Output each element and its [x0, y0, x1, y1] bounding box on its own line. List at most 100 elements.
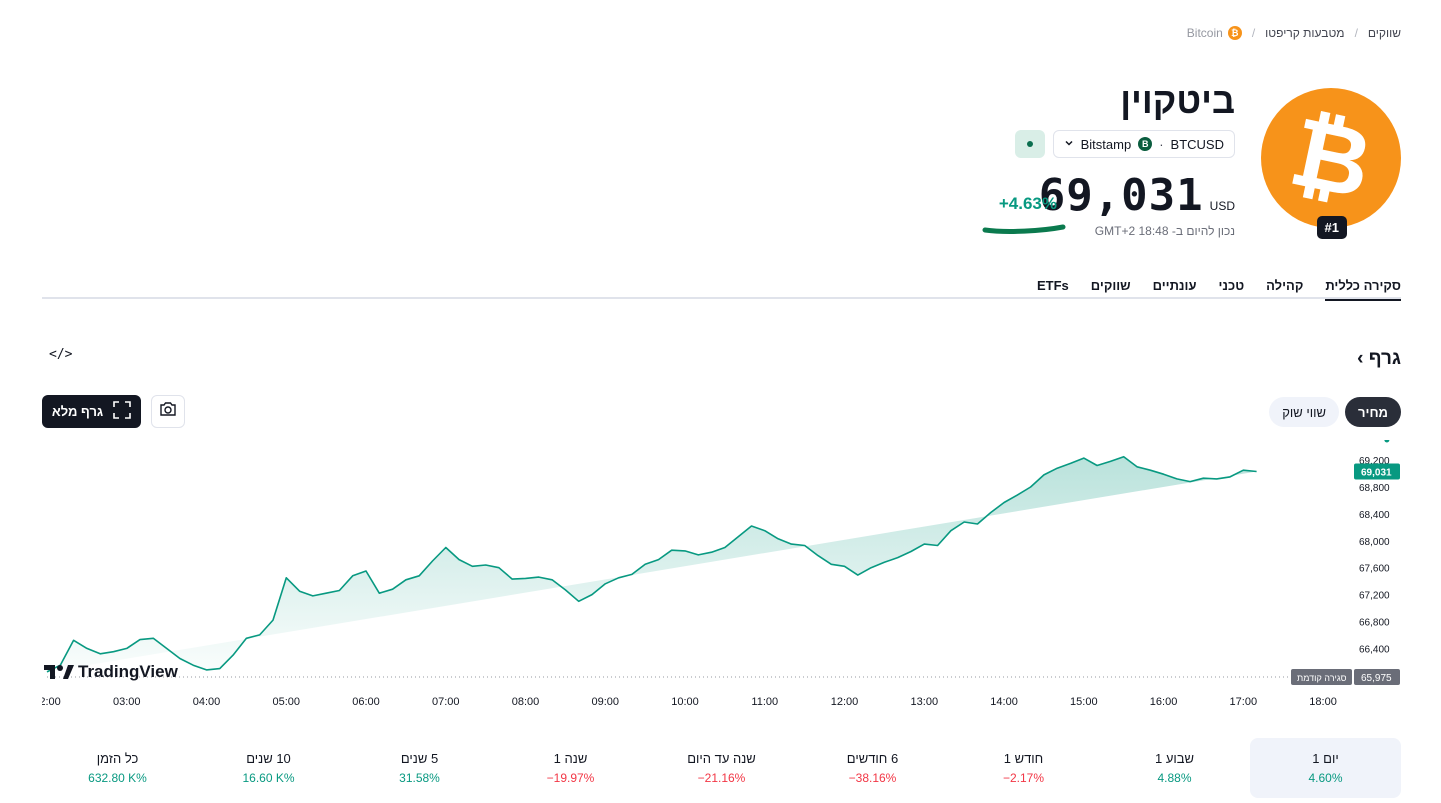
breadcrumb-separator: / [1251, 26, 1256, 40]
tabs-divider [42, 297, 1401, 299]
last-price-badge [1354, 463, 1400, 480]
period-value: 4.60% [1308, 771, 1343, 785]
period-label: 10 שנים [246, 751, 291, 766]
chevron-right-icon: › [1357, 348, 1364, 369]
embed-code-button[interactable]: </> [49, 347, 73, 362]
y-tick-label: 67,200 [1359, 591, 1390, 602]
exchange-label: Bitstamp [1080, 136, 1132, 152]
y-tick-label: 68,800 [1359, 483, 1390, 494]
x-tick-label: 11:00 [751, 696, 778, 708]
y-tick-label: 68,400 [1359, 510, 1390, 521]
period-label: שנה 1 [553, 751, 588, 766]
period-item[interactable]: יום 1 4.60% [1250, 738, 1401, 798]
symbol-exchange-select[interactable]: BTCUSD · B Bitstamp [1052, 130, 1235, 158]
period-label: 6 חודשים [846, 751, 899, 766]
dot-separator: · [1159, 136, 1164, 152]
camera-icon [159, 401, 177, 422]
highlight-underline [982, 224, 1066, 234]
full-chart-button[interactable]: גרף מלא [42, 395, 141, 428]
chart-section-title-text: גרף [1368, 348, 1401, 369]
period-item[interactable]: 10 שנים 16.60 K% [193, 738, 344, 798]
x-tick-label: 04:00 [193, 696, 221, 708]
period-item[interactable]: 6 חודשים −38.16% [797, 738, 948, 798]
period-label: חודש 1 [1003, 751, 1044, 766]
y-tick-label: 69,200 [1359, 456, 1390, 467]
period-item[interactable]: שנה 1 −19.97% [495, 738, 646, 798]
price-timestamp: נכון להיום ב- 18:48 GMT+2 [1094, 224, 1235, 238]
page-title: ביטקוין [1120, 80, 1235, 121]
bitcoin-logo-glyph: ₿ [1281, 95, 1381, 221]
section-tabs: סקירה כללית קהילה טכני עונתיים שווקים ET… [1037, 278, 1401, 301]
x-tick-label: 12:00 [831, 696, 859, 708]
last-price-label: 69,031 [1361, 467, 1392, 478]
breadcrumb-crypto[interactable]: מטבעות קריפטו [1265, 26, 1345, 40]
tab-community[interactable]: קהילה [1266, 278, 1304, 293]
live-status-button[interactable] [1014, 130, 1045, 158]
period-value: 632.80 K% [88, 771, 147, 785]
period-item[interactable]: שבוע 1 4.88% [1099, 738, 1250, 798]
period-label: 5 שנים [400, 751, 439, 766]
period-item[interactable]: שנה עד היום −21.16% [646, 738, 797, 798]
tab-overview[interactable]: סקירה כללית [1325, 278, 1401, 301]
x-tick-label: 02:00 [42, 696, 61, 708]
x-tick-label: 06:00 [352, 696, 380, 708]
period-value: −2.17% [1002, 771, 1045, 785]
performance-periods: יום 1 4.60% שבוע 1 4.88% חודש 1 −2.17% 6 חודשי… [42, 738, 1401, 798]
period-value: −38.16% [848, 771, 897, 785]
price-value: 69,031 [1038, 170, 1204, 221]
chart-section-title[interactable]: גרף › [1357, 348, 1401, 370]
period-item[interactable]: 5 שנים 31.58% [344, 738, 495, 798]
full-chart-label: גרף מלא [51, 404, 104, 419]
x-tick-label: 09:00 [592, 696, 620, 708]
period-value: −19.97% [546, 771, 595, 785]
x-tick-label: 07:00 [432, 696, 460, 708]
screenshot-button[interactable] [151, 395, 185, 428]
breadcrumb-separator: / [1354, 26, 1358, 40]
x-tick-label: 03:00 [113, 696, 141, 708]
tab-technical[interactable]: טכני [1218, 278, 1245, 293]
tab-seasonals[interactable]: עונתיים [1152, 278, 1197, 293]
x-tick-label: 14:00 [990, 696, 1018, 708]
tradingview-logo[interactable]: TradingView [44, 662, 178, 682]
bitstamp-icon: B [1138, 137, 1153, 151]
breadcrumb-current-label: Bitcoin [1186, 26, 1223, 40]
y-tick-label: 66,800 [1359, 617, 1390, 628]
x-tick-label: 08:00 [512, 696, 540, 708]
period-value: −21.16% [697, 771, 746, 785]
fullscreen-icon [113, 401, 131, 422]
x-tick-label: 13:00 [911, 696, 939, 708]
chart-mode-toggle: מחיר שווי שוק [1269, 397, 1401, 427]
previous-close-text-badge [1291, 668, 1352, 685]
symbol-row: BTCUSD · B Bitstamp [1014, 130, 1235, 158]
tradingview-logo-text: TradingView [78, 662, 178, 681]
previous-close-text: סגירה קודמת [1297, 673, 1347, 683]
tab-markets[interactable]: שווקים [1090, 278, 1131, 293]
price-area [47, 456, 1257, 672]
price-change-percent: +4.63% [998, 194, 1057, 213]
period-value: 16.60 K% [242, 771, 295, 785]
tab-etfs[interactable]: ETFs [1037, 278, 1069, 293]
bitcoin-logo-icon: ₿ [1261, 88, 1401, 228]
symbol-label: BTCUSD [1170, 136, 1224, 152]
x-tick-label: 15:00 [1070, 696, 1098, 708]
x-tick-label: 17:00 [1230, 696, 1258, 708]
y-tick-label: 68,000 [1359, 537, 1390, 548]
period-value: 4.88% [1157, 771, 1192, 785]
x-tick-label: 18:00 [1309, 696, 1337, 708]
toggle-price[interactable]: מחיר [1345, 397, 1401, 427]
chevron-down-icon [1064, 138, 1074, 151]
price-row: USD 69,031 [1039, 170, 1235, 221]
period-label: שנה עד היום [687, 751, 756, 766]
period-label: כל הזמן [96, 751, 139, 766]
toggle-market-cap[interactable]: שווי שוק [1269, 397, 1340, 427]
price-line [46, 455, 1257, 673]
y-tick-label: 67,600 [1359, 564, 1390, 575]
previous-close-label: 65,975 [1361, 673, 1392, 684]
x-tick-label: 05:00 [272, 696, 300, 708]
previous-close-badge [1354, 668, 1400, 685]
period-item[interactable]: חודש 1 −2.17% [948, 738, 1099, 798]
period-item[interactable]: כל הזמן 632.80 K% [42, 738, 193, 798]
breadcrumb-markets[interactable]: שווקים [1367, 26, 1401, 40]
price-chart[interactable]: 69,200 68,800 68,400 68,000 67,600 67,200 66,8… [42, 440, 1402, 715]
breadcrumb: שווקים / מטבעות קריפטו / ₿ Bitcoin [1187, 26, 1401, 40]
